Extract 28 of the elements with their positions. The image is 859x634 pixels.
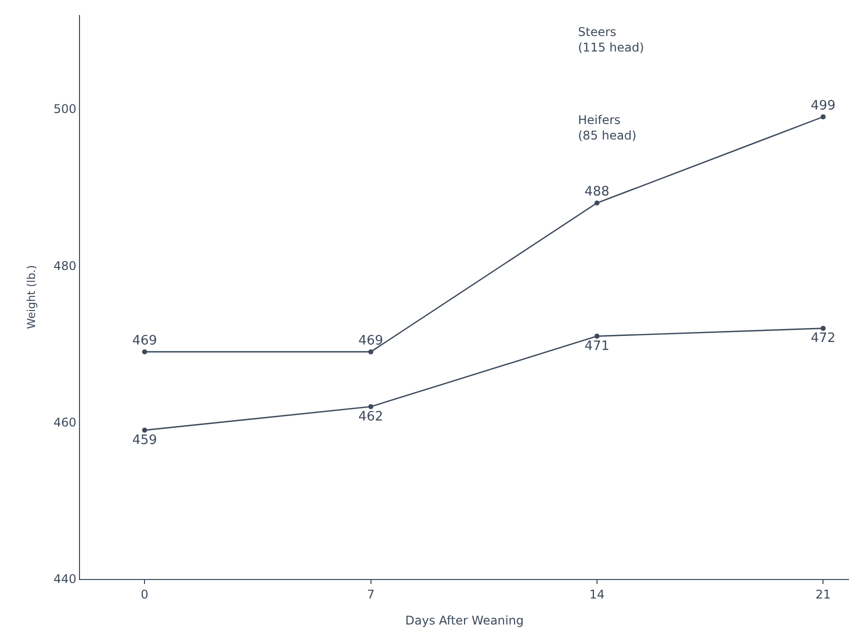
point <box>594 334 600 339</box>
y-tick-label: 460 <box>54 416 76 430</box>
x-axis-title: Days After Weaning <box>405 613 524 628</box>
data-label: 471 <box>584 339 610 354</box>
data-label: 462 <box>358 410 384 425</box>
annotation: Heifers (85 head) <box>578 113 636 143</box>
y-axis-title: Weight (lb.) <box>25 265 38 329</box>
point <box>820 326 826 331</box>
point <box>368 349 374 354</box>
data-label: 499 <box>810 98 836 114</box>
x-tick-label: 0 <box>140 588 148 602</box>
point <box>142 349 148 354</box>
data-label: 469 <box>358 333 384 348</box>
y-tick-label: 440 <box>54 572 76 586</box>
data-label: 459 <box>132 433 158 448</box>
point <box>820 114 826 120</box>
point <box>142 428 148 433</box>
point <box>594 200 600 206</box>
data-label: 469 <box>132 333 158 348</box>
x-tick-label: 14 <box>589 588 605 602</box>
y-tick-label: 480 <box>54 258 76 273</box>
x-tick-label: 21 <box>816 588 831 602</box>
data-label: 488 <box>584 184 610 200</box>
y-tick-label: 500 <box>54 102 76 116</box>
annotation: Steers (115 head) <box>578 25 644 55</box>
data-label: 472 <box>810 331 836 346</box>
x-tick-label: 7 <box>366 588 375 602</box>
point <box>368 404 374 410</box>
